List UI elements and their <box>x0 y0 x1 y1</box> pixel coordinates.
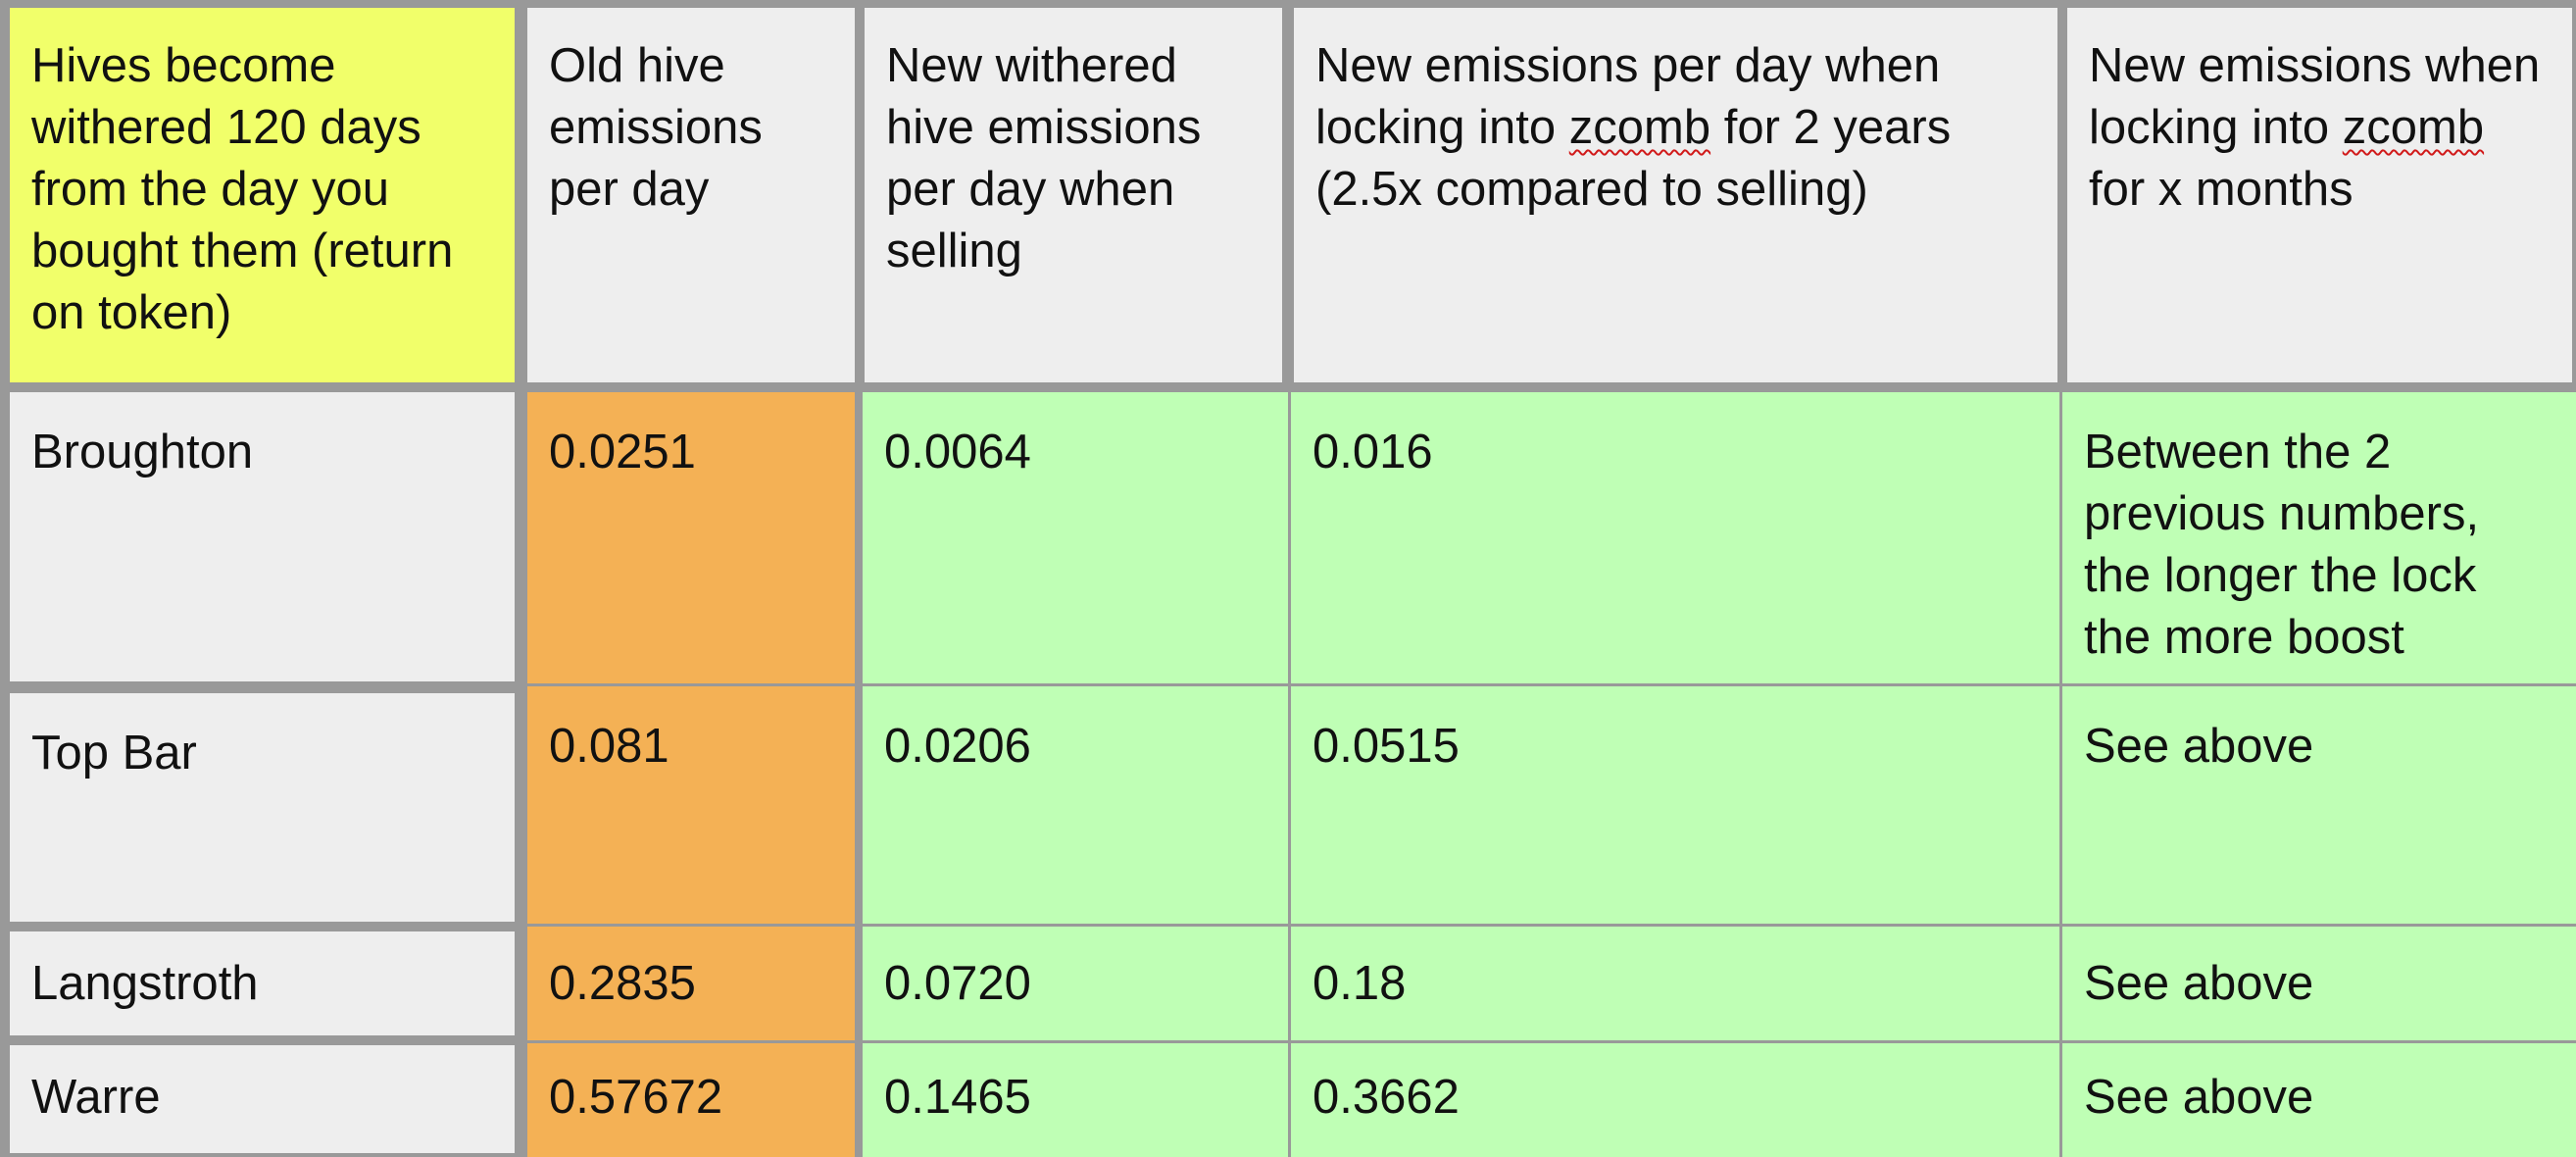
header-text-before: New emissions per day when locking into <box>1315 39 1941 154</box>
cell-value: See above <box>2084 957 2314 1010</box>
cell-value: See above <box>2084 1071 2314 1124</box>
selling-emissions-cell[interactable]: 0.0206 <box>863 686 1288 924</box>
cell-value: 0.0515 <box>1313 720 1460 773</box>
row-name-cell[interactable]: Langstroth <box>10 931 515 1035</box>
header-text-after: for 2 years (2.5x compared to selling) <box>1315 101 1952 216</box>
cell-value: 0.18 <box>1313 957 1407 1010</box>
lock-2y-emissions-cell[interactable]: 0.3662 <box>1291 1043 2059 1157</box>
selling-emissions-cell[interactable]: 0.1465 <box>863 1043 1288 1157</box>
header-cell-new-lock-x-months[interactable]: New emissions when locking into zcomb fo… <box>2067 8 2572 382</box>
header-text: New withered hive emissions per day when… <box>886 39 1202 277</box>
spellcheck-word[interactable]: zcomb <box>1568 101 1711 154</box>
row-name: Top Bar <box>31 727 197 780</box>
header-text: Hives become withered 120 days from the … <box>31 39 454 339</box>
old-emissions-cell[interactable]: 0.081 <box>527 686 855 924</box>
cell-value: Between the 2 previous numbers, the long… <box>2084 426 2480 664</box>
header-text: Old hive emissions per day <box>549 39 763 216</box>
row-name: Broughton <box>31 426 254 478</box>
lock-x-months-cell[interactable]: See above <box>2062 927 2576 1040</box>
row-name: Langstroth <box>31 957 259 1010</box>
cell-value: 0.0206 <box>884 720 1031 773</box>
row-name: Warre <box>31 1071 161 1124</box>
header-text-before: New emissions when locking into <box>2089 39 2541 154</box>
row-name-cell[interactable]: Broughton <box>10 392 515 681</box>
lock-x-months-cell[interactable]: See above <box>2062 1043 2576 1157</box>
cell-value: 0.0720 <box>884 957 1031 1010</box>
old-emissions-cell[interactable]: 0.2835 <box>527 927 855 1040</box>
cell-value: 0.1465 <box>884 1071 1031 1124</box>
cell-value: 0.0064 <box>884 426 1031 478</box>
header-cell-withered-info[interactable]: Hives become withered 120 days from the … <box>10 8 515 382</box>
lock-x-months-cell[interactable]: See above <box>2062 686 2576 924</box>
cell-value: 0.2835 <box>549 957 696 1010</box>
header-cell-new-lock-2y[interactable]: New emissions per day when locking into … <box>1294 8 2057 382</box>
cell-value: 0.016 <box>1313 426 1433 478</box>
selling-emissions-cell[interactable]: 0.0720 <box>863 927 1288 1040</box>
row-name-cell[interactable]: Warre <box>10 1045 515 1153</box>
lock-x-months-cell[interactable]: Between the 2 previous numbers, the long… <box>2062 392 2576 683</box>
lock-2y-emissions-cell[interactable]: 0.18 <box>1291 927 2059 1040</box>
selling-emissions-cell[interactable]: 0.0064 <box>863 392 1288 683</box>
cell-value: 0.57672 <box>549 1071 723 1124</box>
cell-value: See above <box>2084 720 2314 773</box>
header-cell-old-emissions[interactable]: Old hive emissions per day <box>527 8 855 382</box>
header-text-after: for x months <box>2089 163 2353 216</box>
header-cell-new-selling[interactable]: New withered hive emissions per day when… <box>865 8 1282 382</box>
cell-value: 0.3662 <box>1313 1071 1460 1124</box>
cell-value: 0.081 <box>549 720 669 773</box>
old-emissions-cell[interactable]: 0.0251 <box>527 392 855 683</box>
cell-value: 0.0251 <box>549 426 696 478</box>
row-name-cell[interactable]: Top Bar <box>10 693 515 922</box>
lock-2y-emissions-cell[interactable]: 0.016 <box>1291 392 2059 683</box>
old-emissions-cell[interactable]: 0.57672 <box>527 1043 855 1157</box>
lock-2y-emissions-cell[interactable]: 0.0515 <box>1291 686 2059 924</box>
spellcheck-word[interactable]: zcomb <box>2342 101 2485 154</box>
